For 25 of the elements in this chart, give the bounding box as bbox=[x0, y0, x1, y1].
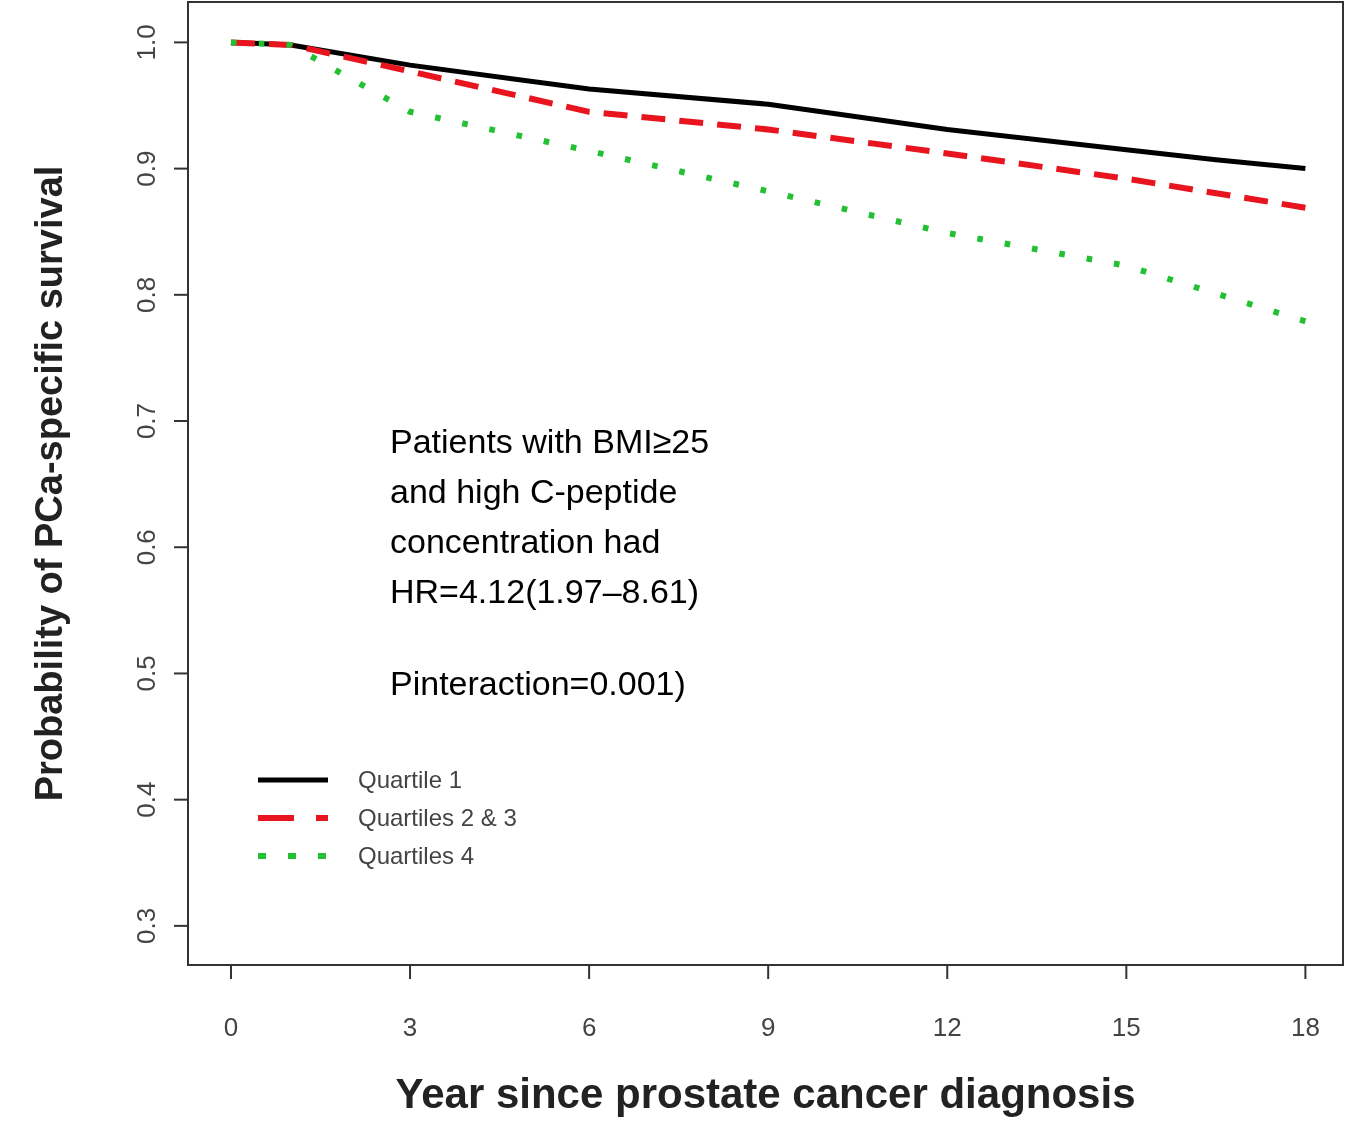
annotation: concentration had bbox=[390, 522, 661, 560]
annotation: HR=4.12(1.97–8.61) bbox=[390, 572, 700, 610]
y-tick-label: 0.8 bbox=[131, 276, 162, 313]
legend-label: Quartiles 2 & 3 bbox=[358, 804, 517, 832]
x-tick-label: 15 bbox=[1111, 1012, 1141, 1042]
y-tick-label: 0.6 bbox=[131, 529, 162, 566]
x-tick-label: 9 bbox=[760, 1012, 776, 1042]
x-axis-title: Year since prostate cancer diagnosis bbox=[395, 1070, 1136, 1117]
legend-label: Quartiles 4 bbox=[358, 842, 475, 870]
x-tick-label: 3 bbox=[402, 1012, 418, 1042]
x-tick-label: 12 bbox=[932, 1012, 962, 1042]
annotation: and high C-peptide bbox=[390, 472, 678, 510]
y-tick-label: 1.0 bbox=[131, 24, 162, 61]
annotation: Pinteraction=0.001) bbox=[390, 664, 686, 702]
y-tick-label: 0.3 bbox=[131, 907, 162, 944]
y-tick-label: 0.4 bbox=[131, 781, 162, 818]
y-tick-label: 0.7 bbox=[131, 402, 162, 440]
x-tick-label: 6 bbox=[581, 1012, 597, 1042]
y-axis-title: Probability of PCa-specific survival bbox=[28, 165, 70, 802]
y-tick-label: 0.5 bbox=[131, 655, 162, 692]
legend-label: Quartile 1 bbox=[358, 766, 463, 794]
x-tick-label: 0 bbox=[223, 1012, 239, 1042]
y-tick-label: 0.9 bbox=[131, 150, 162, 187]
x-tick-label: 18 bbox=[1290, 1012, 1320, 1042]
annotation: Patients with BMI≥25 bbox=[390, 422, 710, 460]
